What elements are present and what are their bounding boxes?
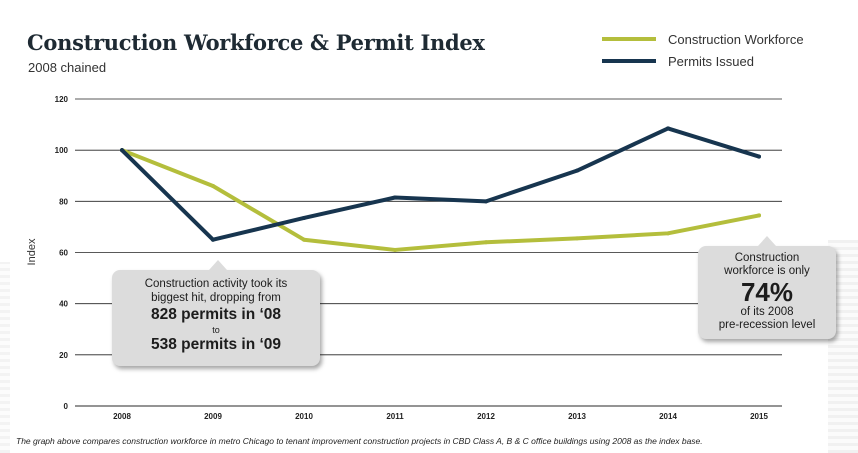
data-point-workforce <box>666 231 670 236</box>
x-tick-label: 2011 <box>386 412 404 421</box>
y-tick-label: 40 <box>59 300 68 309</box>
x-tick-label: 2008 <box>113 412 131 421</box>
callout-pointer <box>209 260 227 270</box>
legend-label-permits: Permits Issued <box>668 53 754 69</box>
data-point-workforce <box>484 240 488 245</box>
y-tick-label: 80 <box>59 197 68 206</box>
series-line-workforce <box>120 148 761 252</box>
x-tick-label: 2012 <box>477 412 495 421</box>
y-tick-label: 20 <box>59 351 68 360</box>
x-tick-label: 2010 <box>295 412 313 421</box>
chart-subtitle: 2008 chained <box>28 60 107 75</box>
legend-swatch-permits <box>602 59 656 63</box>
data-point-workforce <box>757 213 761 218</box>
data-point-permits <box>757 154 761 159</box>
x-tick-label: 2013 <box>568 412 586 421</box>
callout-workforce-level: Construction workforce is only 74% of it… <box>698 236 836 339</box>
data-point-permits <box>211 237 215 242</box>
callout-highlight: 538 permits in ‘09 <box>150 336 282 353</box>
y-tick-label: 0 <box>64 402 69 411</box>
data-point-workforce <box>393 247 397 252</box>
data-point-workforce <box>211 183 215 188</box>
callout-pointer <box>758 236 776 246</box>
data-point-workforce <box>302 237 306 242</box>
legend-swatch-workforce <box>602 37 656 41</box>
legend-item-workforce: Construction Workforce <box>602 28 804 50</box>
callout-text-line: of its 2008 <box>740 306 794 318</box>
chart-title: Construction Workforce & Permit Index <box>27 30 485 55</box>
legend-label-workforce: Construction Workforce <box>668 31 804 47</box>
y-axis-label: Index <box>26 238 38 265</box>
y-tick-label: 120 <box>55 95 69 104</box>
x-tick-label: 2015 <box>750 412 768 421</box>
y-tick-label: 100 <box>55 146 69 155</box>
callout-text-line: workforce is only <box>724 265 810 277</box>
data-point-permits <box>393 195 397 200</box>
y-tick-label: 60 <box>59 249 68 258</box>
x-tick-label: 2009 <box>204 412 222 421</box>
callout-text-line: biggest hit, dropping from <box>151 292 281 304</box>
data-point-workforce <box>575 236 579 241</box>
callout-permits-drop: Construction activity took its biggest h… <box>112 260 320 366</box>
callout-highlight: 828 permits in ‘08 <box>150 306 282 323</box>
data-point-permits <box>666 126 670 131</box>
legend-item-permits: Permits Issued <box>602 50 804 72</box>
footnote: The graph above compares construction wo… <box>16 436 703 446</box>
legend: Construction Workforce Permits Issued <box>602 28 804 72</box>
series-line-permits <box>120 126 761 242</box>
data-point-permits <box>302 215 306 220</box>
data-point-permits <box>575 168 579 173</box>
callout-text-line: pre-recession level <box>718 319 816 331</box>
callout-percentage: 74% <box>740 277 794 307</box>
data-point-permits <box>484 199 488 204</box>
callout-connector: to <box>212 325 220 335</box>
x-tick-label: 2014 <box>659 412 677 421</box>
background-decoration-left <box>0 262 10 453</box>
callout-text-line: Construction activity took its <box>144 278 288 290</box>
data-point-permits <box>120 148 124 153</box>
callout-text-line: Construction <box>734 252 800 264</box>
